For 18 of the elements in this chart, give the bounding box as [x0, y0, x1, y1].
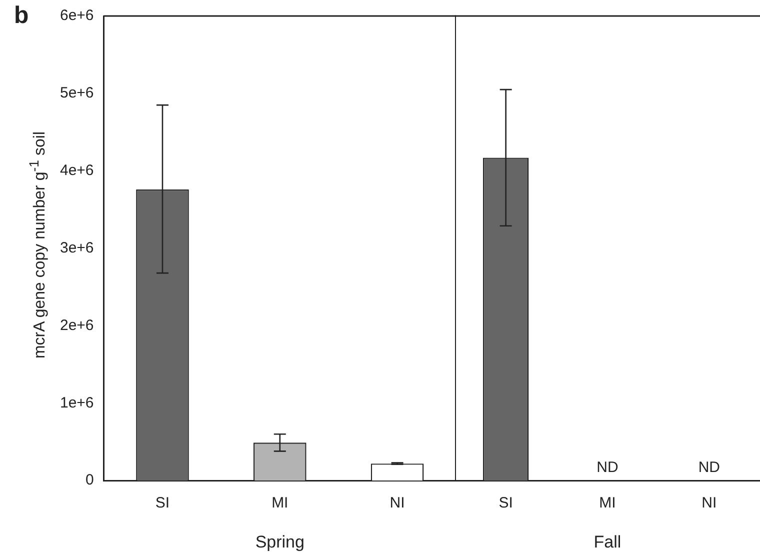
x-axis-title: Fall	[594, 532, 622, 552]
x-axis-title: Spring	[255, 532, 304, 552]
x-tick-label: SI	[498, 494, 513, 512]
y-tick-label: 4e+6	[60, 162, 94, 180]
x-tick-label: MI	[599, 494, 616, 512]
y-tick-label: 5e+6	[60, 84, 94, 102]
text: ND	[698, 459, 720, 476]
y-tick-label: 3e+6	[60, 239, 94, 256]
x-tick-label: NI	[390, 494, 405, 512]
x-tick-label: NI	[702, 494, 717, 512]
y-tick-label: 0	[85, 472, 94, 489]
y-tick-label: 1e+6	[60, 394, 94, 412]
chart-title: b	[14, 2, 29, 30]
y-tick-label: 6e+6	[60, 7, 94, 24]
y-tick-label: 2e+6	[60, 316, 94, 334]
x-tick-label: SI	[155, 494, 170, 512]
x-tick-label: MI	[272, 494, 288, 512]
text: ND	[596, 459, 618, 476]
